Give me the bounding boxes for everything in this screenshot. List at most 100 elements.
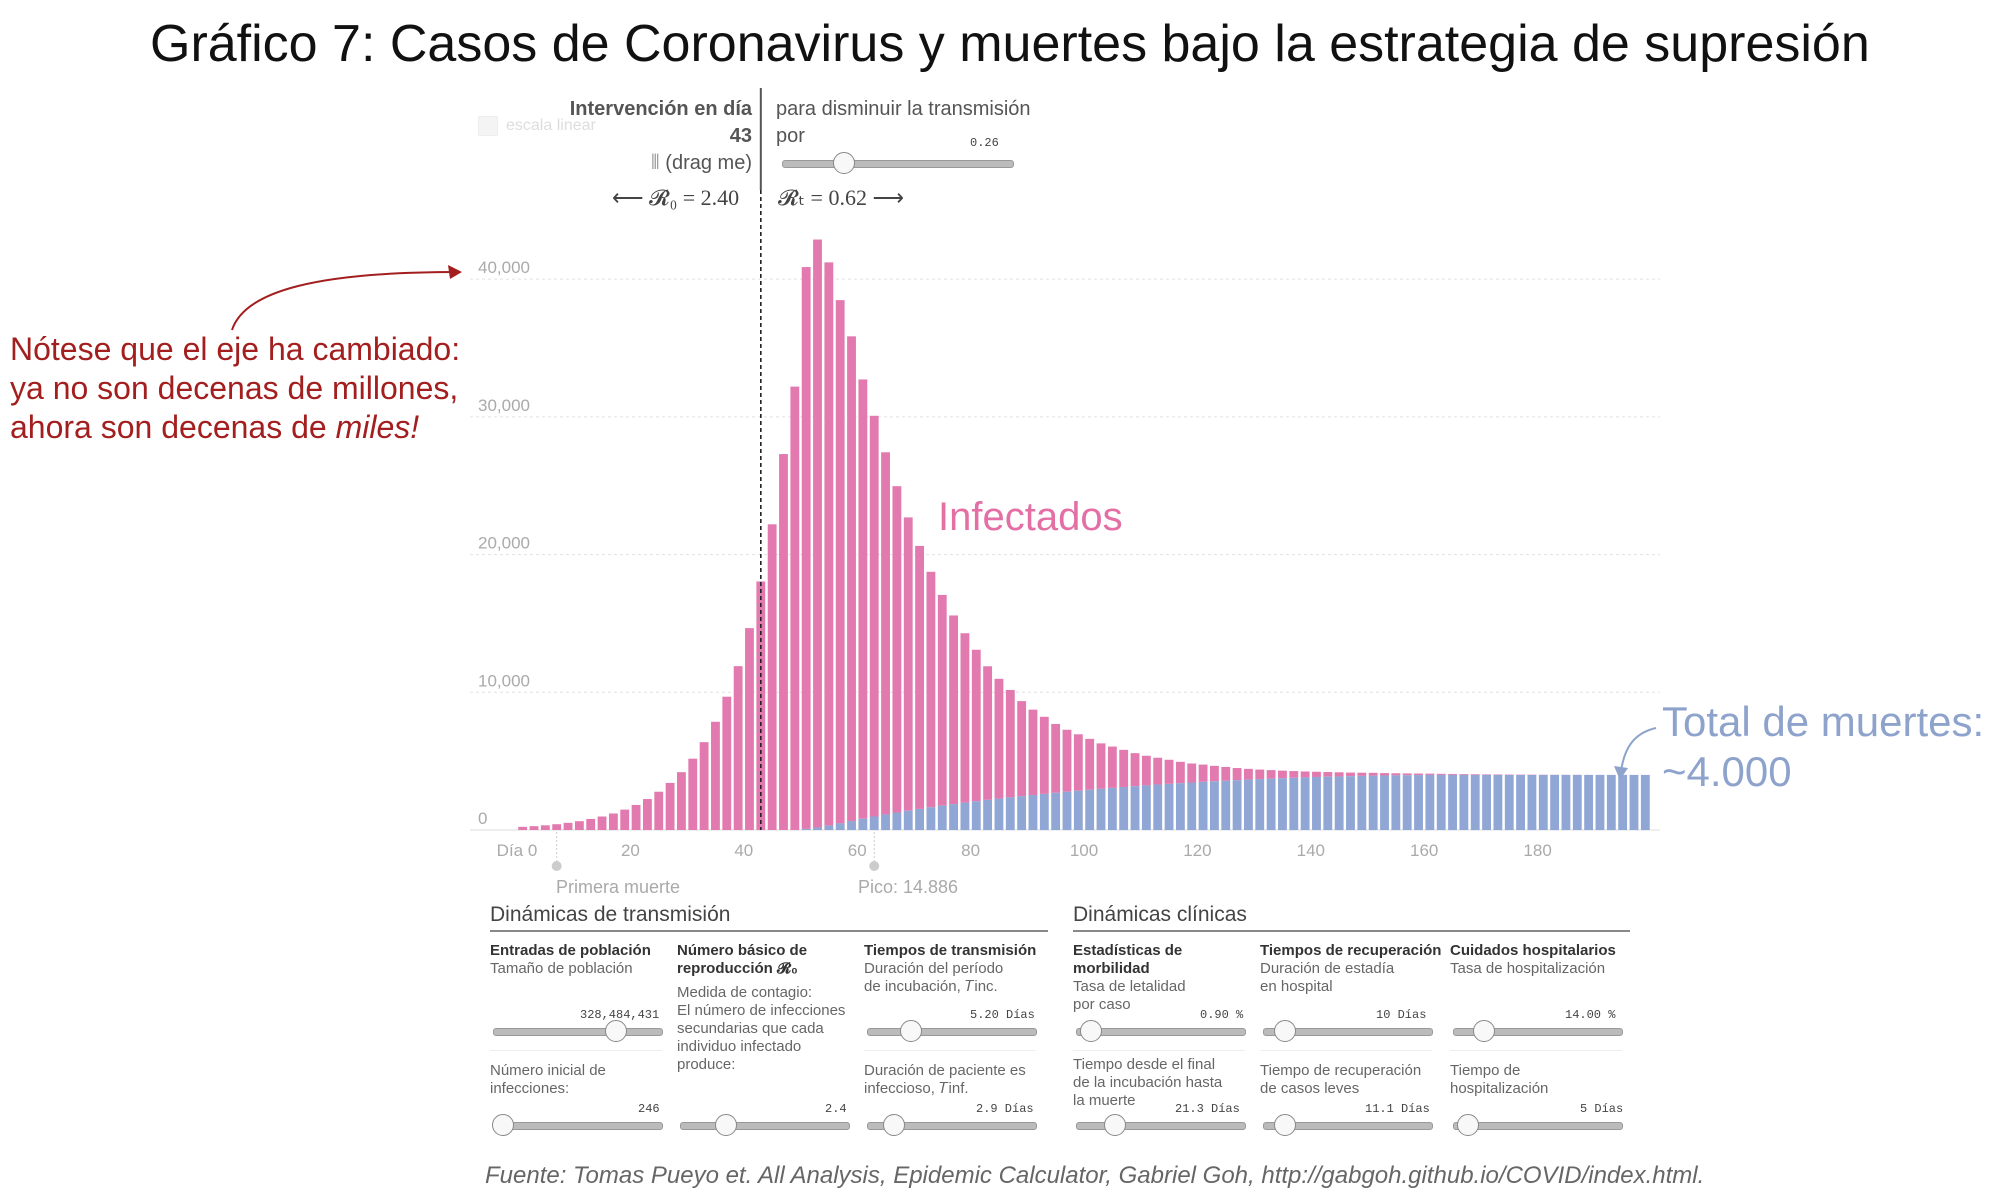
infected-bar	[1062, 729, 1072, 792]
infectious-slider[interactable]	[867, 1114, 1037, 1136]
x-tick-label: 20	[621, 841, 640, 860]
deaths-bar	[915, 808, 924, 830]
infectious-knob[interactable]	[883, 1114, 906, 1136]
infected-bar	[960, 633, 970, 803]
infected-bar	[631, 804, 641, 830]
initial-infections-slider[interactable]	[492, 1114, 663, 1136]
mild-recovery-group: Tiempo de recuperación de casos leves	[1260, 1062, 1450, 1098]
linear-scale-checkbox[interactable]: escala linear	[478, 116, 596, 136]
infected-bar	[1051, 723, 1061, 793]
incubation-label-2: de incubación, 𝑇inc.	[864, 978, 998, 995]
infected-bar	[1334, 772, 1344, 777]
incubation-value: 5.20 Días	[970, 1008, 1035, 1022]
reduce-label-2: por	[776, 125, 805, 147]
time-to-death-slider[interactable]	[1076, 1114, 1246, 1136]
clinical-section-title: Dinámicas clínicas	[1073, 903, 1247, 926]
reduce-slider-knob[interactable]	[832, 152, 855, 174]
infectious-label-1: Duración de paciente es	[864, 1062, 1026, 1079]
deaths-bar	[903, 810, 913, 830]
deaths-bar	[1572, 774, 1582, 830]
deaths-bar	[1357, 775, 1367, 830]
axes-group: 0 10,000 20,000 30,000 40,000 Día 0 20 40 60 80 10…	[478, 258, 1552, 860]
infected-bar	[835, 300, 845, 824]
infected-bar	[1175, 761, 1185, 784]
deaths-bar	[1493, 774, 1503, 830]
deaths-bar	[1448, 774, 1457, 830]
mild-recovery-knob[interactable]	[1274, 1114, 1297, 1136]
mild-recovery-slider[interactable]	[1263, 1114, 1433, 1136]
cfr-knob[interactable]	[1080, 1020, 1103, 1042]
hospitalization-time-knob[interactable]	[1457, 1114, 1480, 1136]
infected-bar	[665, 782, 675, 830]
reduce-label-1: para disminuir la transmisión	[776, 98, 1031, 120]
morbidity-heading-1: Estadísticas de	[1073, 942, 1183, 959]
infected-bar	[779, 454, 788, 830]
deaths-bar	[1368, 775, 1378, 830]
infected-bar	[1459, 774, 1469, 775]
hospitalization-rate-slider[interactable]	[1453, 1020, 1623, 1042]
infected-bar	[1187, 763, 1197, 783]
deaths-bar	[926, 807, 936, 830]
r0-knob[interactable]	[714, 1114, 737, 1136]
infected-bar	[903, 517, 913, 811]
infected-bar	[688, 758, 698, 830]
infected-bar	[1436, 773, 1446, 775]
infected-bar	[767, 524, 777, 830]
infected-bar	[518, 826, 528, 830]
infected-bar	[1414, 773, 1423, 776]
population-inputs-heading: Entradas de población	[490, 942, 651, 959]
deaths-bar	[847, 821, 856, 830]
x-tick-label: 40	[734, 841, 753, 860]
note-line-3-text: ahora son decenas de	[10, 409, 336, 445]
checkbox-box[interactable]	[478, 116, 498, 136]
r0-slider[interactable]	[680, 1114, 850, 1136]
mild-recovery-label-1: Tiempo de recuperación	[1260, 1062, 1422, 1079]
incubation-knob[interactable]	[900, 1020, 922, 1042]
transmission-times-heading: Tiempos de transmisión	[864, 942, 1037, 959]
y-tick-label: 20,000	[478, 534, 530, 553]
axis-change-note: Nótese que el eje ha cambiado: ya no son…	[10, 330, 460, 447]
deaths-bar	[1028, 795, 1038, 830]
time-to-death-knob[interactable]	[1103, 1114, 1126, 1136]
y-tick-label: 10,000	[478, 671, 530, 690]
deaths-bar	[960, 802, 970, 830]
hospital-stay-knob[interactable]	[1274, 1020, 1297, 1042]
drag-handle[interactable]: ⦀ (drag me)	[570, 150, 752, 177]
infected-bar	[1107, 746, 1117, 788]
time-to-death-label-1: Tiempo desde el final	[1073, 1056, 1216, 1073]
hospitalization-time-slider[interactable]	[1453, 1114, 1623, 1136]
deaths-bar	[1436, 774, 1446, 830]
infected-bar	[620, 809, 630, 830]
deaths-bar	[1198, 781, 1208, 830]
x-tick-label: 160	[1410, 841, 1438, 860]
deaths-bar	[1482, 774, 1491, 830]
initial-infections-label-2: infecciones:	[490, 1080, 570, 1097]
deaths-bar	[1005, 797, 1015, 830]
infected-bar	[1391, 773, 1401, 776]
intervention-title: Intervención en día	[569, 98, 752, 120]
deaths-arrowhead	[1614, 766, 1628, 780]
incubation-slider[interactable]	[867, 1020, 1037, 1042]
cfr-slider[interactable]	[1076, 1020, 1246, 1042]
infected-bar	[574, 821, 584, 830]
population-size-slider[interactable]	[493, 1020, 663, 1042]
infected-bar	[699, 742, 709, 830]
reduce-slider[interactable]	[782, 152, 1014, 174]
deaths-bar	[937, 805, 947, 830]
infected-bar	[1300, 771, 1310, 778]
deaths-bar	[1085, 789, 1095, 830]
x-tick-label: 120	[1183, 841, 1211, 860]
r0-desc-line: Medida de contagio:	[677, 984, 813, 1001]
infected-bar	[1209, 765, 1219, 782]
x-tick-label: 140	[1297, 841, 1325, 860]
deaths-bar	[1470, 774, 1480, 830]
infected-bar	[1198, 764, 1208, 782]
deaths-bar	[858, 818, 868, 830]
population-size-knob[interactable]	[604, 1020, 627, 1042]
hospital-stay-slider[interactable]	[1263, 1020, 1433, 1042]
hospitalization-rate-knob[interactable]	[1472, 1020, 1495, 1042]
first-death-label: Primera muerte	[556, 877, 681, 897]
initial-infections-knob[interactable]	[492, 1114, 515, 1136]
infected-bar	[1255, 769, 1265, 780]
deaths-note-line-2: ~4.000	[1662, 748, 1792, 795]
